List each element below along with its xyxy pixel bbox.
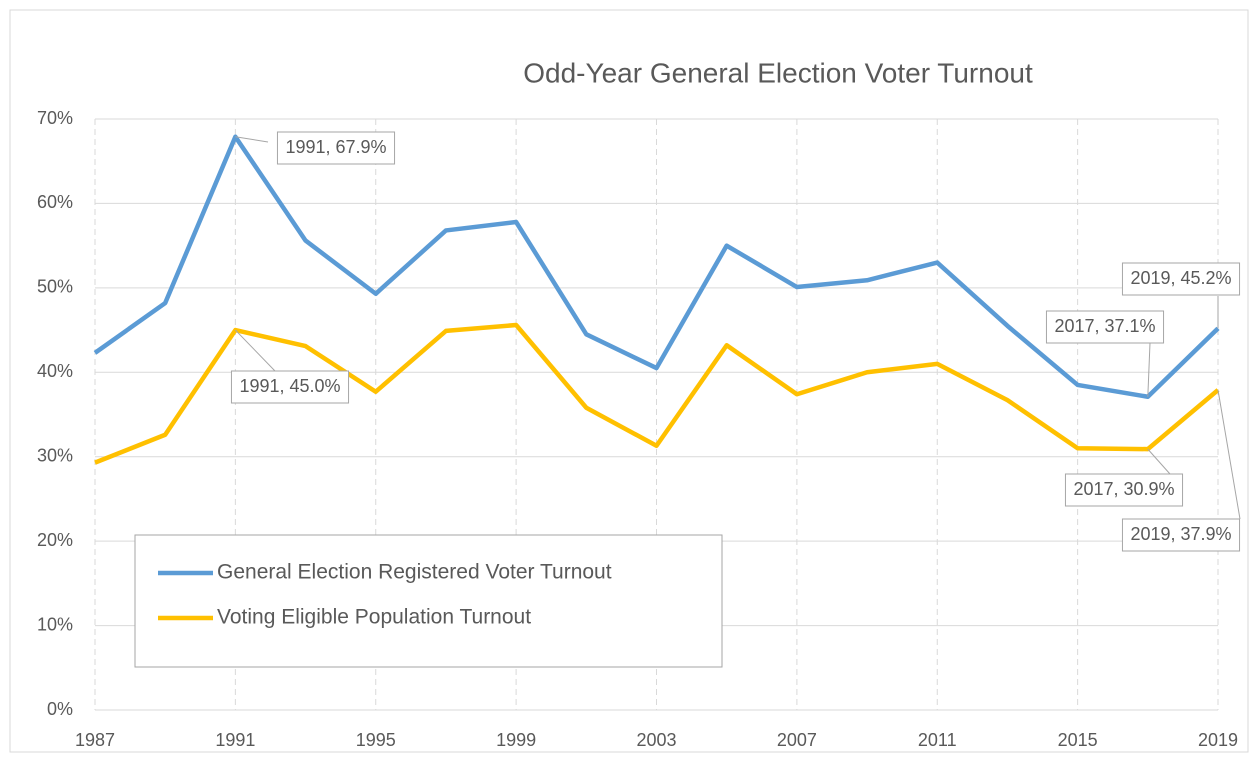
chart-title: Odd-Year General Election Voter Turnout [523, 57, 1033, 88]
leader-line [235, 329, 276, 372]
data-label-box [230, 370, 350, 404]
leader-line [1147, 342, 1151, 397]
data-label: 2017, 37.1% [1054, 316, 1155, 336]
data-label-box [1045, 310, 1165, 344]
series-line [94, 322, 1220, 465]
x-tick-label: 1987 [75, 730, 115, 750]
leader-line [1147, 448, 1171, 475]
x-tick-label: 2015 [1058, 730, 1098, 750]
data-label-box [1121, 518, 1241, 552]
series-line [93, 134, 1220, 400]
y-tick-label: 70% [37, 108, 73, 128]
legend-box [134, 534, 723, 668]
x-tick-label: 1991 [215, 730, 255, 750]
y-tick-label: 50% [37, 277, 73, 297]
data-label-box [1121, 262, 1241, 296]
x-tick-label: 2019 [1198, 730, 1238, 750]
y-tick-label: 40% [37, 361, 73, 381]
x-tick-label: 2007 [777, 730, 817, 750]
data-label: 1991, 67.9% [285, 137, 386, 157]
y-tick-label: 20% [37, 530, 73, 550]
y-tick-label: 30% [37, 445, 73, 465]
x-tick-label: 2011 [918, 730, 957, 750]
x-tick-label: 2003 [636, 730, 676, 750]
data-label-box [1064, 473, 1184, 507]
legend-label: Voting Eligible Population Turnout [217, 606, 531, 629]
x-tick-label: 1999 [496, 730, 536, 750]
data-label: 2019, 45.2% [1130, 268, 1231, 288]
data-label: 2017, 30.9% [1073, 479, 1174, 499]
data-label: 1991, 45.0% [239, 376, 340, 396]
data-label: 2019, 37.9% [1130, 524, 1231, 544]
legend-label: General Election Registered Voter Turnou… [217, 561, 612, 584]
leader-line [235, 136, 269, 143]
y-tick-label: 10% [37, 614, 73, 634]
x-tick-label: 1995 [356, 730, 396, 750]
y-tick-label: 0% [47, 699, 73, 719]
data-label-box [276, 131, 396, 165]
y-tick-label: 60% [37, 192, 73, 212]
leader-line [1217, 389, 1241, 520]
